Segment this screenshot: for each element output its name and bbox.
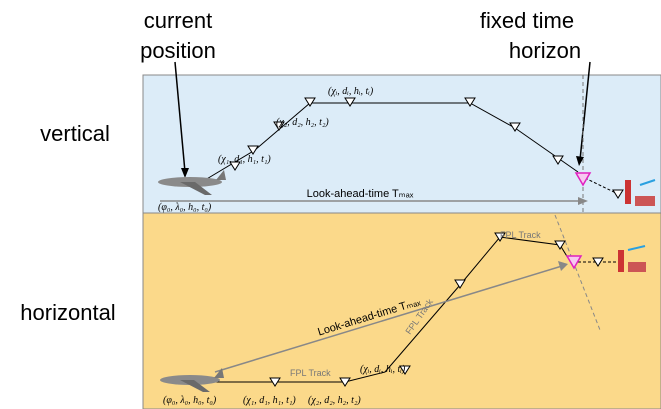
- waypoint-label: (χ₁, d₁, h₁, t₁): [243, 395, 296, 406]
- waypoint-label: (φ₀, λ₀, h₀, t₀): [163, 395, 217, 406]
- waypoint-label: (φ₀, λ₀, h₀, t₀): [158, 202, 212, 213]
- diagram: current position fixed time horizon vert…: [0, 0, 661, 409]
- waypoint-label: (χ₂, d₂, h₂, t₂): [276, 117, 329, 128]
- look-ahead-label: Look-ahead-time Tₘₐₓ: [307, 188, 414, 200]
- waypoint-label: (χ₁, d₁, h₁, t₁): [218, 154, 271, 165]
- track-label: FPL Track: [290, 368, 331, 378]
- track-label: FPL Track: [500, 230, 541, 240]
- label: vertical: [40, 121, 110, 146]
- label: horizon: [509, 38, 581, 63]
- label: current: [144, 8, 212, 33]
- waypoint-label: (χ₂, d₂, h₂, t₂): [308, 395, 361, 406]
- waypoint-label: (χᵢ, dᵢ, hᵢ, tᵢ): [360, 364, 406, 375]
- label: fixed time: [480, 8, 574, 33]
- waypoint-label: (χᵢ, dᵢ, hᵢ, tᵢ): [328, 86, 374, 97]
- label: position: [140, 38, 216, 63]
- label: horizontal: [20, 300, 115, 325]
